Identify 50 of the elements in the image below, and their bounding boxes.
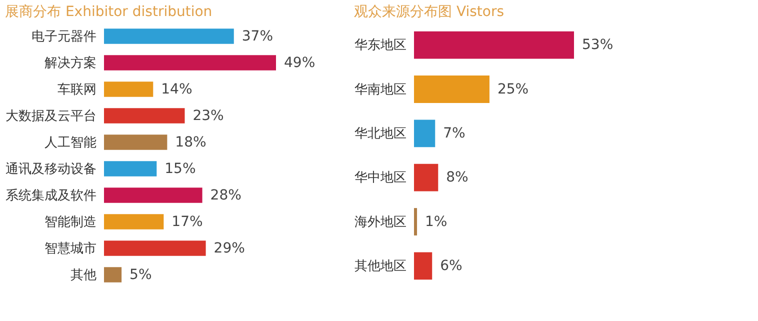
y-tick-label: 华东地区 bbox=[354, 38, 406, 54]
y-tick-label: 通讯及移动设备 bbox=[6, 162, 96, 177]
bar bbox=[104, 108, 185, 124]
bar bbox=[414, 76, 490, 103]
bar bbox=[104, 161, 157, 176]
data-label: 5% bbox=[130, 266, 152, 283]
y-tick-label: 华中地区 bbox=[354, 170, 406, 186]
bar bbox=[104, 188, 202, 203]
data-label: 28% bbox=[210, 187, 242, 204]
y-tick-label: 华南地区 bbox=[354, 82, 406, 98]
data-label: 15% bbox=[164, 160, 196, 177]
data-label: 14% bbox=[161, 81, 192, 98]
y-tick-label: 电子元器件 bbox=[32, 29, 96, 44]
data-label: 6% bbox=[440, 258, 462, 274]
y-tick-label: 智慧城市 bbox=[44, 241, 96, 256]
data-label: 23% bbox=[192, 108, 224, 124]
chart-title: 观众来源分布图 Vistors bbox=[354, 4, 504, 20]
bar bbox=[414, 252, 432, 280]
bar bbox=[414, 208, 418, 236]
bar bbox=[414, 120, 436, 148]
chart-title: 展商分布 Exhibitor distribution bbox=[5, 4, 212, 20]
data-label: 17% bbox=[172, 214, 203, 230]
data-label: 18% bbox=[175, 134, 206, 150]
data-label: 29% bbox=[214, 240, 245, 256]
data-label: 7% bbox=[443, 125, 466, 142]
data-label: 25% bbox=[497, 81, 529, 98]
bar bbox=[104, 82, 154, 97]
bar bbox=[414, 31, 574, 59]
data-label: 8% bbox=[446, 170, 468, 186]
data-label: 53% bbox=[582, 37, 614, 54]
y-tick-label: 车联网 bbox=[58, 82, 96, 98]
data-label: 49% bbox=[284, 54, 316, 71]
bar bbox=[104, 28, 234, 44]
y-tick-label: 解决方案 bbox=[44, 54, 96, 71]
y-tick-label: 其他 bbox=[70, 268, 96, 283]
y-tick-label: 其他地区 bbox=[354, 258, 406, 274]
bar bbox=[104, 240, 206, 256]
data-label: 1% bbox=[425, 214, 448, 230]
y-tick-label: 人工智能 bbox=[44, 135, 96, 150]
y-tick-label: 智能制造 bbox=[44, 214, 96, 230]
bar bbox=[414, 164, 438, 192]
y-tick-label: 华北地区 bbox=[354, 126, 406, 142]
data-label: 37% bbox=[242, 28, 274, 44]
bar bbox=[104, 55, 276, 70]
y-tick-label: 系统集成及软件 bbox=[6, 188, 96, 204]
bar bbox=[104, 214, 164, 230]
y-tick-label: 大数据及云平台 bbox=[6, 108, 96, 124]
y-tick-label: 海外地区 bbox=[354, 214, 406, 230]
bar bbox=[104, 134, 168, 150]
bar bbox=[104, 267, 122, 282]
